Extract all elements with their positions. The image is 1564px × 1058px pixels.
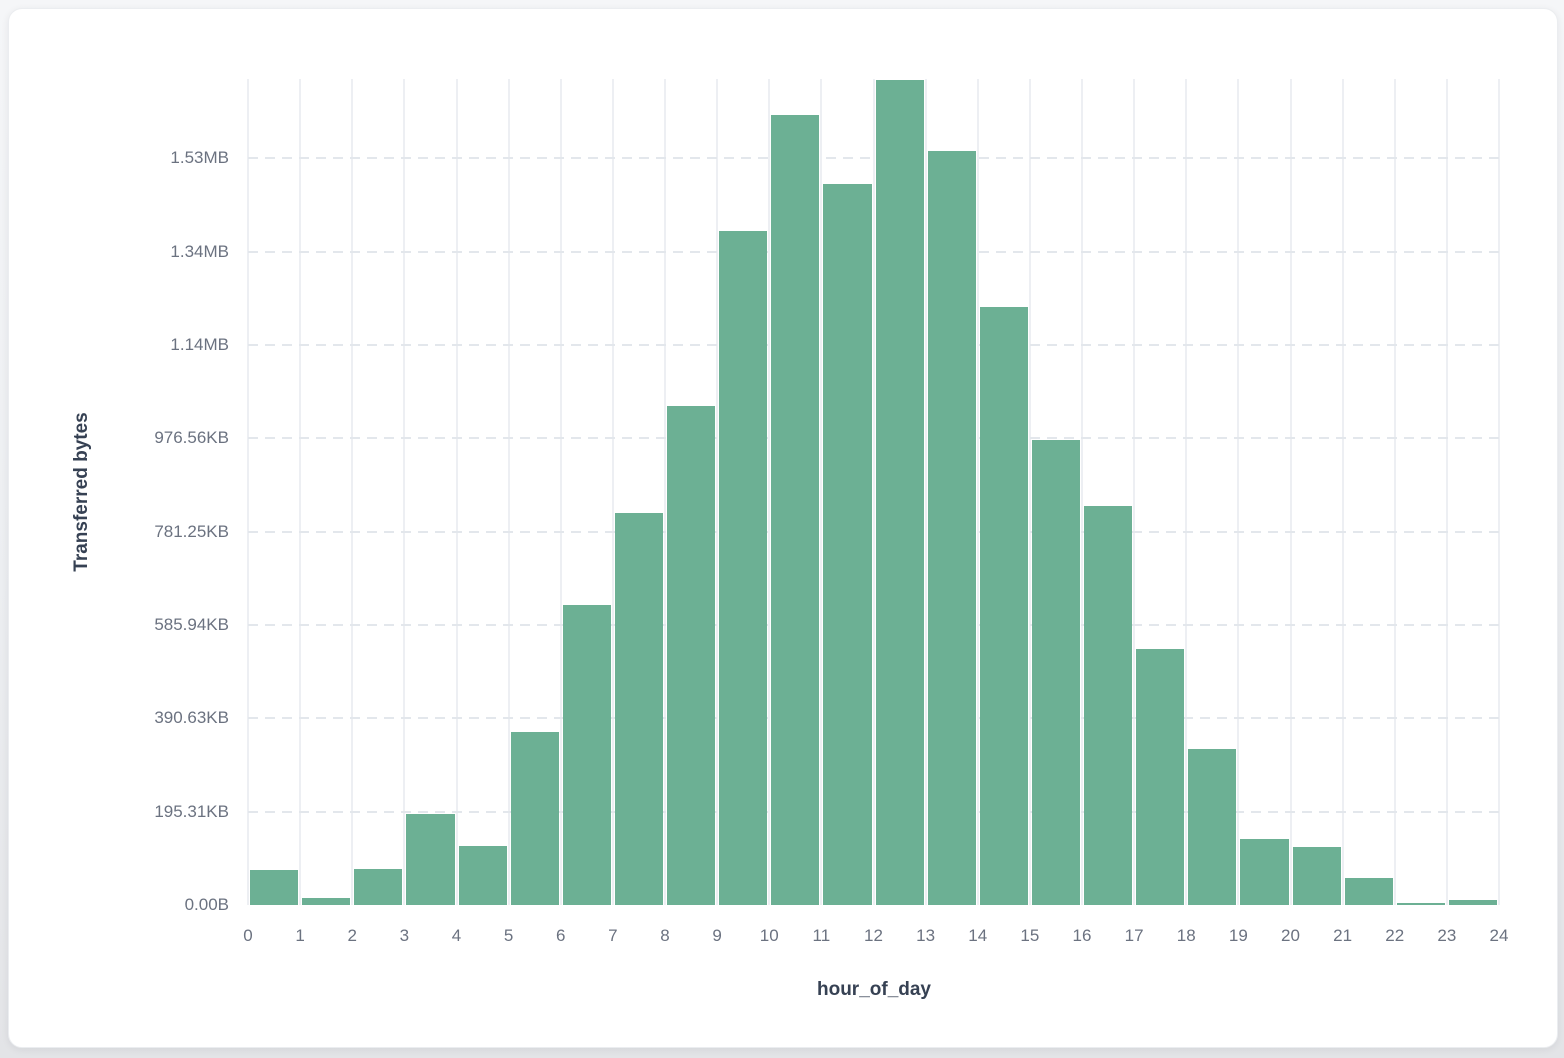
bar-hour-15[interactable] bbox=[1031, 440, 1080, 905]
x-tick-label: 11 bbox=[812, 926, 831, 945]
horizontal-gridline bbox=[248, 250, 1499, 253]
x-tick-label: 19 bbox=[1228, 926, 1248, 945]
x-tick-label: 4 bbox=[451, 926, 462, 945]
bar-hour-23[interactable] bbox=[1448, 899, 1497, 905]
x-tick-label: 17 bbox=[1124, 926, 1144, 945]
y-tick-label: 781.25KB bbox=[154, 521, 229, 541]
vertical-gridline bbox=[976, 79, 979, 905]
y-tick-label: 1.14MB bbox=[170, 335, 229, 354]
vertical-gridline bbox=[1185, 79, 1188, 905]
x-tick-label: 9 bbox=[712, 926, 722, 945]
vertical-gridline bbox=[1289, 79, 1292, 905]
bar-hour-0[interactable] bbox=[250, 870, 299, 905]
bar-hour-11[interactable] bbox=[823, 184, 872, 905]
x-tick-label: 5 bbox=[503, 926, 514, 945]
bar-hour-3[interactable] bbox=[406, 813, 455, 905]
vertical-gridline bbox=[1237, 79, 1240, 905]
vertical-gridline bbox=[1028, 79, 1031, 905]
vertical-gridline bbox=[664, 79, 666, 905]
y-tick-label: 1.34MB bbox=[170, 241, 229, 261]
bar-hour-21[interactable] bbox=[1344, 877, 1393, 905]
bar-hour-2[interactable] bbox=[354, 868, 403, 905]
y-tick-label: 195.31KB bbox=[154, 801, 229, 821]
horizontal-gridline bbox=[248, 624, 1499, 626]
x-tick-label: 6 bbox=[556, 926, 566, 945]
vertical-gridline bbox=[455, 79, 458, 905]
horizontal-gridline bbox=[248, 717, 1499, 720]
x-tick-label: 16 bbox=[1072, 926, 1092, 945]
bar-hour-1[interactable] bbox=[302, 897, 351, 905]
x-tick-label: 8 bbox=[660, 926, 670, 945]
x-tick-label: 10 bbox=[759, 926, 779, 945]
x-tick-label: 18 bbox=[1176, 926, 1196, 945]
bar-hour-4[interactable] bbox=[458, 846, 507, 905]
y-tick-label: 585.94KB bbox=[154, 615, 229, 634]
chart-card: 0.00B 195.31KB 390.63KB 585.94KB 781.25KB 976… bbox=[8, 8, 1558, 1048]
x-tick-label: 20 bbox=[1281, 926, 1300, 945]
bar-hour-16[interactable] bbox=[1084, 505, 1133, 905]
x-tick-label: 24 bbox=[1489, 926, 1509, 945]
x-tick-label: 0 bbox=[243, 926, 253, 945]
bar-hour-9[interactable] bbox=[719, 231, 768, 905]
x-tick-label: 7 bbox=[608, 926, 618, 945]
x-tick-label: 15 bbox=[1020, 926, 1040, 945]
bar-hour-5[interactable] bbox=[510, 732, 559, 905]
x-tick-label: 14 bbox=[968, 926, 988, 945]
bar-hour-10[interactable] bbox=[771, 115, 820, 905]
x-tick-label: 2 bbox=[347, 926, 357, 945]
x-tick-label: 3 bbox=[399, 926, 410, 945]
y-tick-label: 1.53MB bbox=[170, 148, 229, 168]
vertical-gridline bbox=[768, 79, 771, 905]
x-tick-label: 13 bbox=[916, 926, 936, 945]
vertical-gridline bbox=[507, 79, 510, 905]
x-tick-label: 21 bbox=[1333, 926, 1353, 945]
y-tick-label: 0.00B bbox=[184, 895, 229, 914]
horizontal-gridline bbox=[248, 344, 1499, 346]
x-tick-label: 23 bbox=[1437, 926, 1457, 945]
vertical-gridline bbox=[351, 79, 354, 905]
y-tick-label: 390.63KB bbox=[154, 708, 229, 728]
horizontal-gridline bbox=[248, 157, 1499, 160]
vertical-gridline bbox=[1133, 79, 1136, 905]
vertical-gridline bbox=[1498, 79, 1500, 905]
x-tick-label: 1 bbox=[295, 926, 305, 945]
bar-hour-20[interactable] bbox=[1292, 846, 1341, 905]
vertical-gridline bbox=[247, 79, 249, 905]
x-tick-label: 12 bbox=[864, 926, 883, 945]
vertical-gridline bbox=[1081, 79, 1083, 905]
bar-hour-6[interactable] bbox=[562, 605, 611, 905]
bar-hour-17[interactable] bbox=[1136, 649, 1185, 905]
vertical-gridline bbox=[820, 79, 823, 905]
vertical-gridline bbox=[559, 79, 562, 905]
y-axis-title: Transferred bytes bbox=[71, 412, 92, 572]
bar-chart: 0.00B 195.31KB 390.63KB 585.94KB 781.25KB 976… bbox=[9, 9, 1564, 1058]
vertical-gridline bbox=[1445, 79, 1448, 905]
bar-hour-12[interactable] bbox=[875, 80, 924, 905]
plot-area bbox=[247, 79, 1500, 905]
x-axis-title: hour_of_day bbox=[816, 979, 932, 1000]
horizontal-gridline bbox=[248, 530, 1499, 533]
horizontal-gridline bbox=[248, 437, 1499, 440]
vertical-gridline bbox=[299, 79, 302, 905]
bar-hour-19[interactable] bbox=[1240, 839, 1289, 905]
bar-hour-7[interactable] bbox=[614, 513, 663, 905]
vertical-gridline bbox=[403, 79, 406, 905]
vertical-gridline bbox=[872, 79, 875, 905]
bar-hour-14[interactable] bbox=[979, 307, 1028, 905]
vertical-gridline bbox=[924, 79, 927, 905]
x-tick-label: 22 bbox=[1385, 926, 1405, 945]
bar-hour-22[interactable] bbox=[1396, 903, 1445, 905]
vertical-gridline bbox=[1393, 79, 1396, 905]
vertical-gridline bbox=[611, 79, 614, 905]
horizontal-gridline bbox=[248, 810, 1499, 813]
bar-hour-18[interactable] bbox=[1188, 749, 1237, 905]
vertical-gridline bbox=[716, 79, 719, 905]
vertical-gridline bbox=[1341, 79, 1344, 905]
bar-hour-13[interactable] bbox=[927, 150, 976, 905]
bar-hour-8[interactable] bbox=[667, 406, 716, 905]
y-tick-label: 976.56KB bbox=[154, 428, 229, 448]
